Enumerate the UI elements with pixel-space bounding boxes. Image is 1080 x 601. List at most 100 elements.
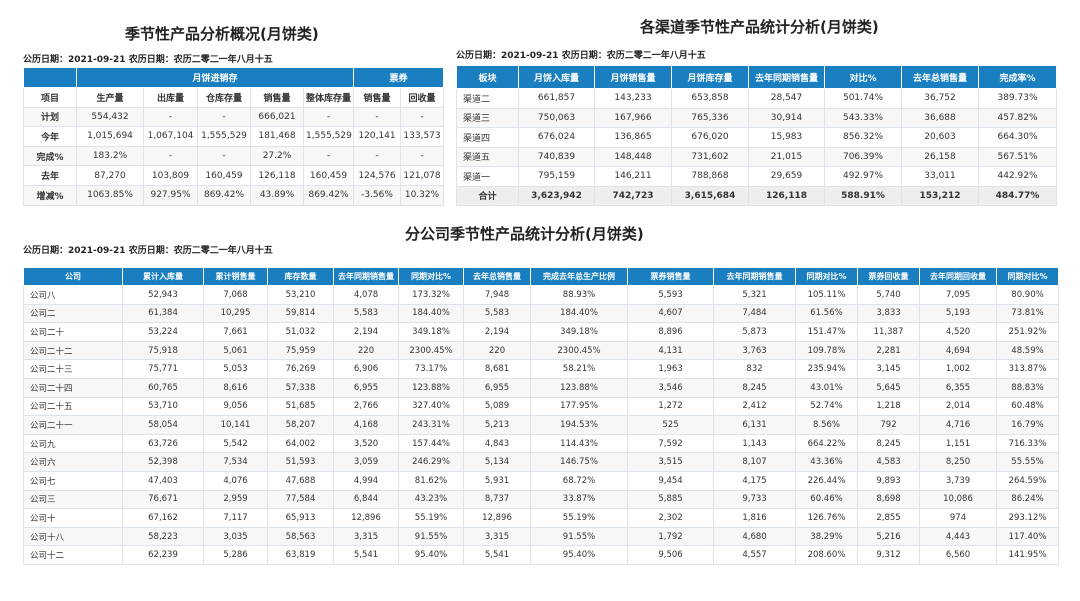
column-header: 公司 (23, 267, 123, 286)
column-header: 去年同期回收量 (919, 267, 997, 286)
cell: 4,716 (919, 415, 997, 435)
cell: 7,661 (203, 322, 268, 342)
cell: 5,061 (203, 340, 268, 361)
cell: 2,412 (713, 396, 796, 417)
cell: 3,145 (857, 359, 920, 379)
row-label: 公司二 (23, 303, 123, 324)
cell: 75,771 (122, 359, 204, 379)
table-row: 公司七 47,403 4,076 47,688 4,994 81.62% 5,931 68.7… (23, 470, 1059, 491)
cell: 58,054 (122, 415, 204, 435)
cell: 91.55% (398, 526, 464, 547)
cell: 1,963 (627, 359, 714, 379)
cell: 9,893 (857, 470, 920, 491)
cell: 67,162 (122, 508, 204, 528)
cell: 293.12% (996, 508, 1059, 528)
cell: 554,432 (76, 106, 144, 128)
cell: 184.40% (530, 303, 628, 324)
cell: 53,710 (122, 396, 204, 417)
cell: 1,555,529 (197, 126, 251, 147)
cell: 2,302 (627, 508, 714, 528)
cell: 59,814 (267, 303, 334, 324)
column-header: 去年总销售量 (901, 65, 979, 89)
table-row: 公司二十五 53,710 9,056 51,685 2,766 327.40% 5,089 1… (23, 396, 1059, 417)
cell: 869.42% (302, 184, 355, 206)
cell: 4,443 (919, 526, 997, 547)
cell: 64,002 (267, 433, 334, 454)
cell: 4,168 (333, 415, 399, 435)
cell: 63,819 (267, 545, 334, 565)
cell: 60.48% (996, 396, 1059, 417)
cell: 6,844 (333, 489, 399, 510)
cell: 60.46% (795, 489, 858, 510)
cell: 4,583 (857, 452, 920, 472)
cell: 501.74% (824, 88, 902, 109)
column-header: 销售量 (250, 87, 304, 108)
cell: 5,134 (463, 452, 531, 472)
column-header: 月饼销售量 (594, 65, 672, 89)
row-label: 公司七 (23, 470, 123, 491)
cell: 160,459 (197, 165, 251, 186)
cell: 38.29% (795, 526, 858, 547)
cell: 20,603 (901, 127, 979, 148)
table-row: 公司十 67,162 7,117 65,913 12,896 55.19% 12,896 55… (23, 508, 1059, 528)
row-label: 公司二十五 (23, 396, 123, 417)
cell: 731,602 (671, 146, 749, 167)
cell: 177.95% (530, 396, 628, 417)
cell: 103,809 (143, 165, 198, 186)
cell: 51,032 (267, 322, 334, 342)
cell: 26,158 (901, 146, 979, 167)
cell: 146,211 (594, 166, 672, 187)
table-row: 渠道二 661,857 143,233 653,858 28,547 501.74% 36,… (456, 88, 1057, 109)
cell: 5,089 (463, 396, 531, 417)
cell: 8,245 (857, 433, 920, 454)
cell: 29,659 (748, 166, 825, 187)
cell: 173.32% (398, 285, 464, 305)
cell: 226.44% (795, 470, 858, 491)
cell: 121,078 (400, 165, 445, 186)
cell: 716.33% (996, 433, 1059, 454)
cell: 8,107 (713, 452, 796, 472)
cell: 141.95% (996, 545, 1059, 565)
cell: 95.40% (398, 545, 464, 565)
cell: 55.19% (530, 508, 628, 528)
cell: 832 (713, 359, 796, 379)
column-header: 票券销售量 (627, 267, 714, 286)
cell: 120,141 (353, 126, 402, 147)
table-row: 公司二十一 58,054 10,141 58,207 4,168 243.31% 5,213… (23, 415, 1059, 435)
cell: 28,547 (748, 88, 825, 109)
cell: - (400, 106, 445, 128)
corner-header (23, 67, 77, 88)
cell: 7,117 (203, 508, 268, 528)
cell: 3,833 (857, 303, 920, 324)
cell: 567.51% (978, 146, 1057, 167)
cell: 4,078 (333, 285, 399, 305)
cell: 160,459 (302, 165, 355, 186)
cell: 36,752 (901, 88, 979, 109)
cell: 750,063 (518, 107, 595, 128)
cell: 88.93% (530, 285, 628, 305)
cell: 12,896 (333, 508, 399, 528)
cell: 88.83% (996, 377, 1059, 398)
cell: 184.40% (398, 303, 464, 324)
cell: 869.42% (197, 184, 251, 206)
cell: 15,983 (748, 127, 825, 148)
column-header: 月饼入库量 (518, 65, 595, 89)
row-label: 渠道五 (456, 146, 519, 167)
cell: 4,694 (919, 340, 997, 361)
cell: 3,059 (333, 452, 399, 472)
cell: 157.44% (398, 433, 464, 454)
table-row: 公司二十三 75,771 5,053 76,269 6,906 73.17% 8,681 58… (23, 359, 1059, 379)
row-label: 今年 (23, 126, 77, 147)
cell: 5,873 (713, 322, 796, 342)
overview-title: 季节性产品分析概况(月饼类) (125, 25, 319, 43)
column-header: 生产量 (76, 87, 144, 108)
cell: 114.43% (530, 433, 628, 454)
cell: 246.29% (398, 452, 464, 472)
cell: 43.36% (795, 452, 858, 472)
cell: 10.32% (400, 184, 445, 206)
row-label: 公司九 (23, 433, 123, 454)
column-header: 去年同期销售量 (713, 267, 796, 286)
column-header-row: 项目 生产量 出库量 仓库存量 销售量 整体库存量 销售量 回收量 (23, 87, 445, 108)
column-header: 完成率% (978, 65, 1057, 89)
table-row: 增减% 1063.85% 927.95% 869.42% 43.89% 869.42% -3… (23, 184, 445, 206)
